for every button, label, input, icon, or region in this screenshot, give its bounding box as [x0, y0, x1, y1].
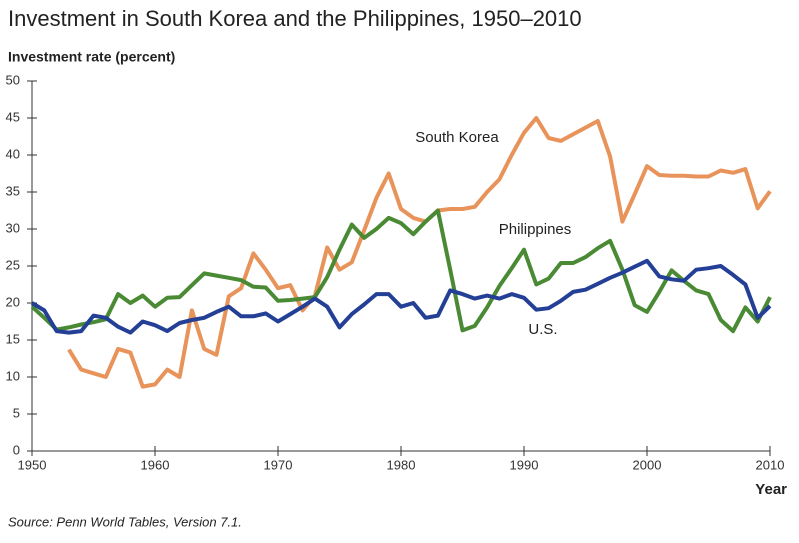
x-tick-label: 1980: [387, 457, 416, 472]
y-tick-label: 0: [13, 442, 20, 457]
x-tick-label: 1970: [264, 457, 293, 472]
x-axis-label: Year: [755, 481, 787, 498]
y-tick-label: 50: [6, 72, 20, 87]
y-tick-label: 25: [6, 257, 20, 272]
y-tick-label: 5: [13, 405, 20, 420]
y-tick-label: 40: [6, 146, 20, 161]
x-tick-label: 2000: [633, 457, 662, 472]
y-tick-label: 10: [6, 368, 20, 383]
source: Source: Penn World Tables, Version 7.1.: [8, 514, 242, 529]
series-label: South Korea: [415, 129, 499, 146]
y-tick-label: 35: [6, 183, 20, 198]
y-tick-label: 20: [6, 294, 20, 309]
series-line: [67, 116, 772, 389]
x-tick-label: 1990: [510, 457, 539, 472]
y-tick-label: 45: [6, 109, 20, 124]
x-tick-label: 1950: [18, 457, 47, 472]
series-line: [30, 208, 772, 334]
y-tick-label: 15: [6, 331, 20, 346]
y-tick-label: 30: [6, 220, 20, 235]
x-tick-label: 1960: [141, 457, 170, 472]
series-label: U.S.: [528, 321, 557, 338]
chart-title: Investment in South Korea and the Philip…: [8, 6, 582, 31]
x-tick-label: 2010: [756, 457, 785, 472]
series-line: [30, 258, 772, 335]
series-label: Philippines: [499, 221, 572, 238]
y-axis-label: Investment rate (percent): [8, 49, 175, 65]
